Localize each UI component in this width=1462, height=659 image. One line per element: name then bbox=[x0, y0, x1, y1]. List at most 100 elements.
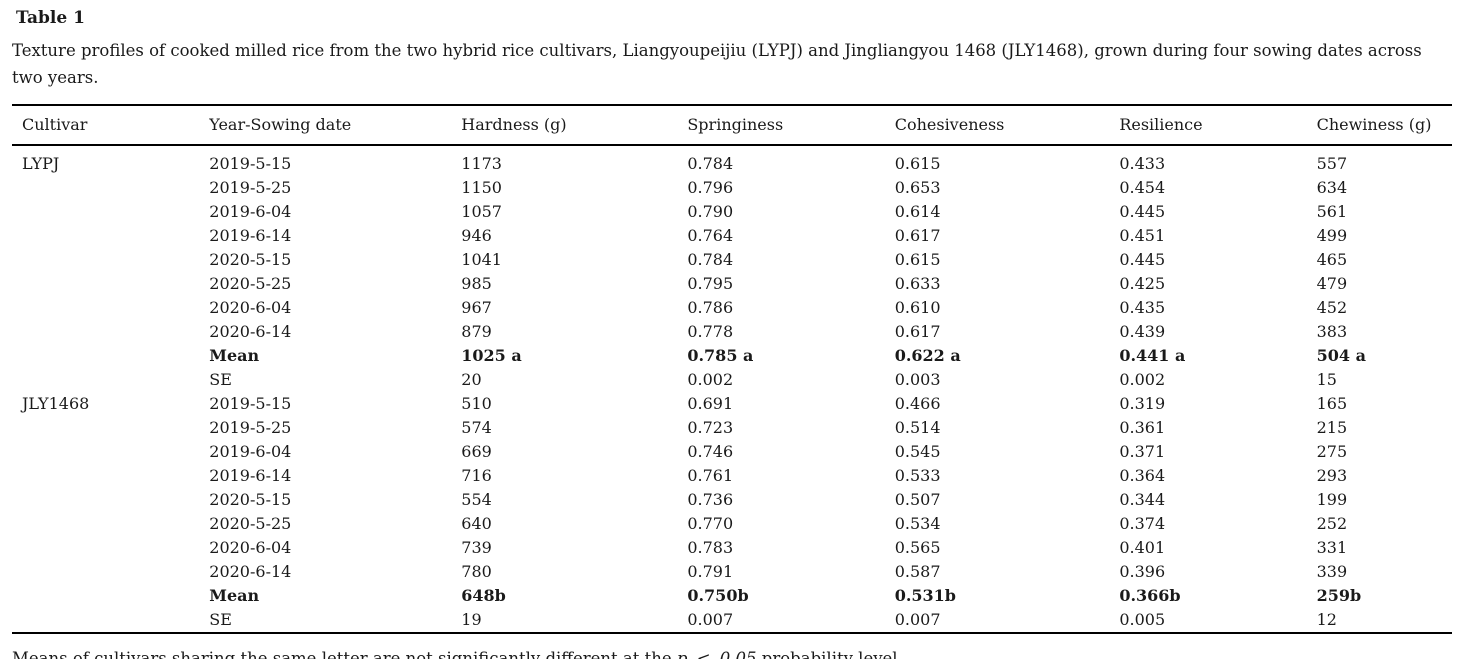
value-cell: 0.614 bbox=[894, 202, 941, 221]
value-cell: 0.003 bbox=[894, 370, 941, 389]
value-cell: 0.770 bbox=[687, 514, 734, 533]
value-cell: 0.746 bbox=[687, 442, 734, 461]
table-row: Mean 648b 0.750b 0.531b 0.366b 259b bbox=[12, 584, 1452, 608]
value-cell: 1150 bbox=[461, 178, 502, 197]
value-cell: 1041 bbox=[461, 250, 502, 269]
value-cell: 275 bbox=[1316, 442, 1348, 461]
column-header-6: Chewiness (g) bbox=[1316, 105, 1452, 146]
value-cell: 293 bbox=[1316, 466, 1348, 485]
cultivar-cell bbox=[12, 440, 209, 464]
cultivar-cell bbox=[12, 368, 209, 392]
table-footnote: Means of cultivars sharing the same lett… bbox=[12, 648, 1450, 659]
cultivar-cell bbox=[12, 200, 209, 224]
value-cell: 0.795 bbox=[687, 274, 734, 293]
table-row: 2020-5-25 985 0.795 0.633 0.425 479 bbox=[12, 272, 1452, 296]
value-cell: 510 bbox=[461, 394, 492, 413]
row-label-cell: 2020-5-15 bbox=[209, 490, 292, 509]
value-cell: 1025 a bbox=[461, 346, 522, 365]
value-cell: 879 bbox=[461, 322, 492, 341]
cultivar-cell bbox=[12, 584, 209, 608]
table-row: SE 19 0.007 0.007 0.005 12 bbox=[12, 608, 1452, 633]
column-header-5: Resilience bbox=[1119, 105, 1317, 146]
value-cell: 215 bbox=[1316, 418, 1348, 437]
cultivar-cell: LYPJ bbox=[22, 154, 60, 173]
cultivar-cell bbox=[12, 560, 209, 584]
value-cell: 640 bbox=[461, 514, 492, 533]
value-cell: 0.396 bbox=[1119, 562, 1166, 581]
table-row: 2020-5-25 640 0.770 0.534 0.374 252 bbox=[12, 512, 1452, 536]
value-cell: 259b bbox=[1316, 586, 1362, 605]
value-cell: 0.002 bbox=[1119, 370, 1166, 389]
value-cell: 0.796 bbox=[687, 178, 734, 197]
cultivar-cell: JLY1468 bbox=[22, 394, 90, 413]
value-cell: 0.374 bbox=[1119, 514, 1166, 533]
cultivar-cell bbox=[12, 416, 209, 440]
value-cell: 0.736 bbox=[687, 490, 734, 509]
table-row: 2019-6-14 946 0.764 0.617 0.451 499 bbox=[12, 224, 1452, 248]
value-cell: 574 bbox=[461, 418, 492, 437]
row-label-cell: 2019-6-14 bbox=[209, 226, 292, 245]
value-cell: 479 bbox=[1316, 274, 1348, 293]
table-row: LYPJ 2019-5-15 1173 0.784 0.615 0.433 557 bbox=[12, 145, 1452, 176]
row-label-cell: 2020-6-04 bbox=[209, 538, 292, 557]
table-row: 2019-5-25 1150 0.796 0.653 0.454 634 bbox=[12, 176, 1452, 200]
row-label-cell: Mean bbox=[209, 346, 260, 365]
row-label-cell: Mean bbox=[209, 586, 260, 605]
value-cell: 0.565 bbox=[894, 538, 941, 557]
cultivar-cell bbox=[12, 536, 209, 560]
value-cell: 20 bbox=[461, 370, 482, 389]
table-header: Cultivar Year-Sowing date Hardness (g) Spri… bbox=[12, 105, 1452, 146]
value-cell: 0.534 bbox=[894, 514, 941, 533]
value-cell: 0.364 bbox=[1119, 466, 1166, 485]
row-label-cell: SE bbox=[209, 370, 232, 389]
table-row: 2020-6-14 780 0.791 0.587 0.396 339 bbox=[12, 560, 1452, 584]
value-cell: 554 bbox=[461, 490, 492, 509]
column-header-1: Year-Sowing date bbox=[209, 105, 462, 146]
value-cell: 465 bbox=[1316, 250, 1348, 269]
value-cell: 0.007 bbox=[687, 610, 734, 629]
value-cell: 985 bbox=[461, 274, 492, 293]
column-header-2: Hardness (g) bbox=[461, 105, 688, 146]
row-label-cell: 2019-6-04 bbox=[209, 442, 292, 461]
table-row: 2019-6-04 669 0.746 0.545 0.371 275 bbox=[12, 440, 1452, 464]
value-cell: 739 bbox=[461, 538, 492, 557]
cultivar-cell bbox=[12, 248, 209, 272]
texture-profile-table: Cultivar Year-Sowing date Hardness (g) Spri… bbox=[12, 104, 1452, 634]
value-cell: 0.783 bbox=[687, 538, 734, 557]
value-cell: 669 bbox=[461, 442, 492, 461]
header-row: Cultivar Year-Sowing date Hardness (g) Spri… bbox=[12, 105, 1452, 146]
table-body: LYPJ 2019-5-15 1173 0.784 0.615 0.433 557 2019-… bbox=[12, 145, 1452, 633]
value-cell: 499 bbox=[1316, 226, 1348, 245]
row-label-cell: 2020-6-14 bbox=[209, 322, 292, 341]
row-label-cell: 2019-5-15 bbox=[209, 154, 292, 173]
value-cell: 0.750b bbox=[687, 586, 749, 605]
table-title: Table 1 bbox=[16, 8, 85, 28]
row-label-cell: 2020-6-14 bbox=[209, 562, 292, 581]
value-cell: 0.610 bbox=[894, 298, 941, 317]
table-caption: Texture profiles of cooked milled rice f… bbox=[12, 41, 1422, 87]
table-row: JLY1468 2019-5-15 510 0.691 0.466 0.319 165 bbox=[12, 392, 1452, 416]
value-cell: 0.005 bbox=[1119, 610, 1166, 629]
footnote-significance-level: p < 0.05 bbox=[676, 649, 757, 659]
value-cell: 0.784 bbox=[687, 250, 734, 269]
value-cell: 1173 bbox=[461, 154, 502, 173]
column-header-4: Cohesiveness bbox=[894, 105, 1120, 146]
value-cell: 561 bbox=[1316, 202, 1348, 221]
value-cell: 648b bbox=[461, 586, 506, 605]
value-cell: 0.361 bbox=[1119, 418, 1166, 437]
value-cell: 0.791 bbox=[687, 562, 734, 581]
value-cell: 0.691 bbox=[687, 394, 734, 413]
cultivar-cell bbox=[12, 344, 209, 368]
row-label-cell: 2019-5-15 bbox=[209, 394, 292, 413]
cultivar-cell bbox=[12, 464, 209, 488]
table-row: 2020-6-04 967 0.786 0.610 0.435 452 bbox=[12, 296, 1452, 320]
cultivar-cell bbox=[12, 320, 209, 344]
table-row: 2019-6-04 1057 0.790 0.614 0.445 561 bbox=[12, 200, 1452, 224]
value-cell: 0.785 a bbox=[687, 346, 754, 365]
value-cell: 339 bbox=[1316, 562, 1348, 581]
row-label-cell: 2019-6-14 bbox=[209, 466, 292, 485]
value-cell: 0.633 bbox=[894, 274, 941, 293]
cultivar-cell bbox=[12, 512, 209, 536]
value-cell: 780 bbox=[461, 562, 492, 581]
